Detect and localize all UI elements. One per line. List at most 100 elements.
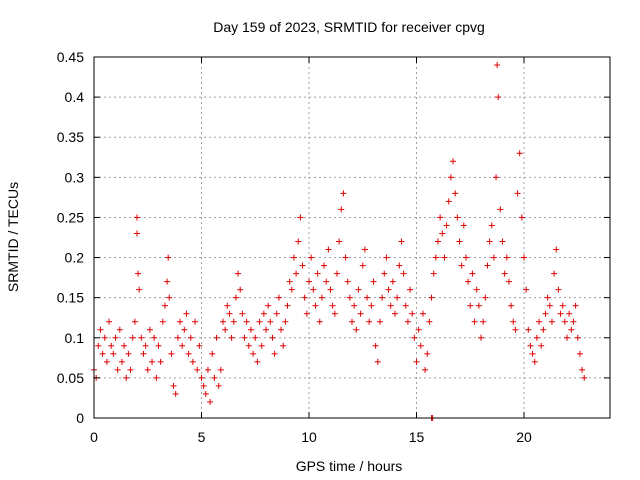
data-point — [366, 318, 373, 325]
data-point — [518, 214, 525, 221]
data-point — [286, 278, 293, 285]
plot-frame — [93, 56, 611, 419]
data-point — [177, 318, 183, 325]
data-point — [138, 334, 145, 341]
data-point — [419, 310, 426, 317]
data-point — [389, 278, 396, 285]
data-point — [280, 342, 287, 349]
data-point — [316, 318, 323, 325]
x-axis-label: GPS time / hours — [296, 458, 403, 474]
data-point — [544, 294, 551, 301]
data-point — [213, 334, 220, 341]
data-point — [460, 222, 467, 229]
data-point — [134, 214, 140, 221]
y-tick-label: 0.4 — [65, 89, 85, 105]
data-point — [415, 326, 422, 333]
data-point — [252, 334, 259, 341]
data-point — [329, 302, 336, 309]
data-point — [548, 318, 555, 325]
data-point — [497, 206, 504, 213]
data-point — [299, 262, 306, 269]
data-point — [385, 286, 392, 293]
data-point — [523, 286, 530, 293]
data-point — [456, 238, 463, 245]
data-point — [353, 326, 360, 333]
data-point — [168, 350, 175, 357]
data-point — [224, 302, 231, 309]
data-point — [129, 334, 136, 341]
data-point — [161, 302, 168, 309]
data-point — [318, 294, 325, 301]
data-point — [576, 350, 583, 357]
data-point — [561, 318, 568, 325]
data-point — [531, 358, 538, 365]
data-point — [222, 326, 229, 333]
data-point — [144, 366, 151, 373]
data-point — [312, 302, 319, 309]
data-point — [273, 310, 280, 317]
data-point — [112, 334, 119, 341]
data-point — [480, 318, 487, 325]
data-point — [243, 318, 250, 325]
data-point — [200, 382, 207, 389]
data-point — [426, 318, 433, 325]
data-point — [432, 254, 439, 261]
data-point — [546, 302, 553, 309]
data-point — [103, 358, 110, 365]
y-tick-label: 0.2 — [65, 250, 85, 266]
x-tick-label: 15 — [409, 429, 425, 445]
data-point — [424, 350, 431, 357]
data-point — [564, 334, 570, 341]
data-point — [196, 342, 203, 349]
data-point — [97, 326, 104, 333]
data-point — [153, 374, 160, 381]
y-tick-label: 0.15 — [57, 290, 84, 306]
data-point — [536, 318, 543, 325]
data-point — [166, 294, 173, 301]
data-point — [387, 302, 394, 309]
data-point — [400, 270, 407, 277]
data-point — [503, 254, 510, 261]
data-point — [301, 294, 308, 301]
data-point — [95, 342, 102, 349]
data-point — [211, 374, 218, 381]
data-point — [364, 294, 371, 301]
data-point — [553, 246, 560, 253]
data-point — [357, 310, 364, 317]
data-point — [430, 270, 437, 277]
data-point — [411, 334, 418, 341]
data-point — [185, 350, 192, 357]
data-point — [134, 230, 140, 237]
data-point — [187, 334, 194, 341]
data-point — [192, 318, 199, 325]
data-point — [441, 254, 448, 261]
data-point — [450, 158, 457, 165]
data-point — [392, 310, 398, 317]
data-point — [555, 286, 562, 293]
data-point — [217, 366, 224, 373]
data-point — [342, 254, 349, 261]
data-point — [146, 326, 153, 333]
data-point — [359, 262, 366, 269]
data-point — [510, 318, 517, 325]
data-point — [521, 254, 527, 261]
data-point — [505, 278, 512, 285]
data-point — [336, 238, 343, 245]
data-point — [484, 262, 491, 269]
data-point — [237, 286, 244, 293]
data-point — [239, 310, 246, 317]
x-tick-label: 5 — [198, 429, 206, 445]
data-point — [551, 270, 558, 277]
x-tick-label: 20 — [516, 429, 532, 445]
data-point — [570, 318, 577, 325]
data-point — [462, 254, 469, 261]
y-tick-label: 0.25 — [57, 209, 84, 225]
data-point — [295, 238, 302, 245]
data-point — [179, 342, 186, 349]
data-point — [409, 310, 416, 317]
y-tick-label: 0.45 — [57, 49, 84, 65]
data-point — [157, 358, 164, 365]
data-point — [189, 358, 196, 365]
data-point — [228, 334, 235, 341]
data-point — [118, 358, 125, 365]
